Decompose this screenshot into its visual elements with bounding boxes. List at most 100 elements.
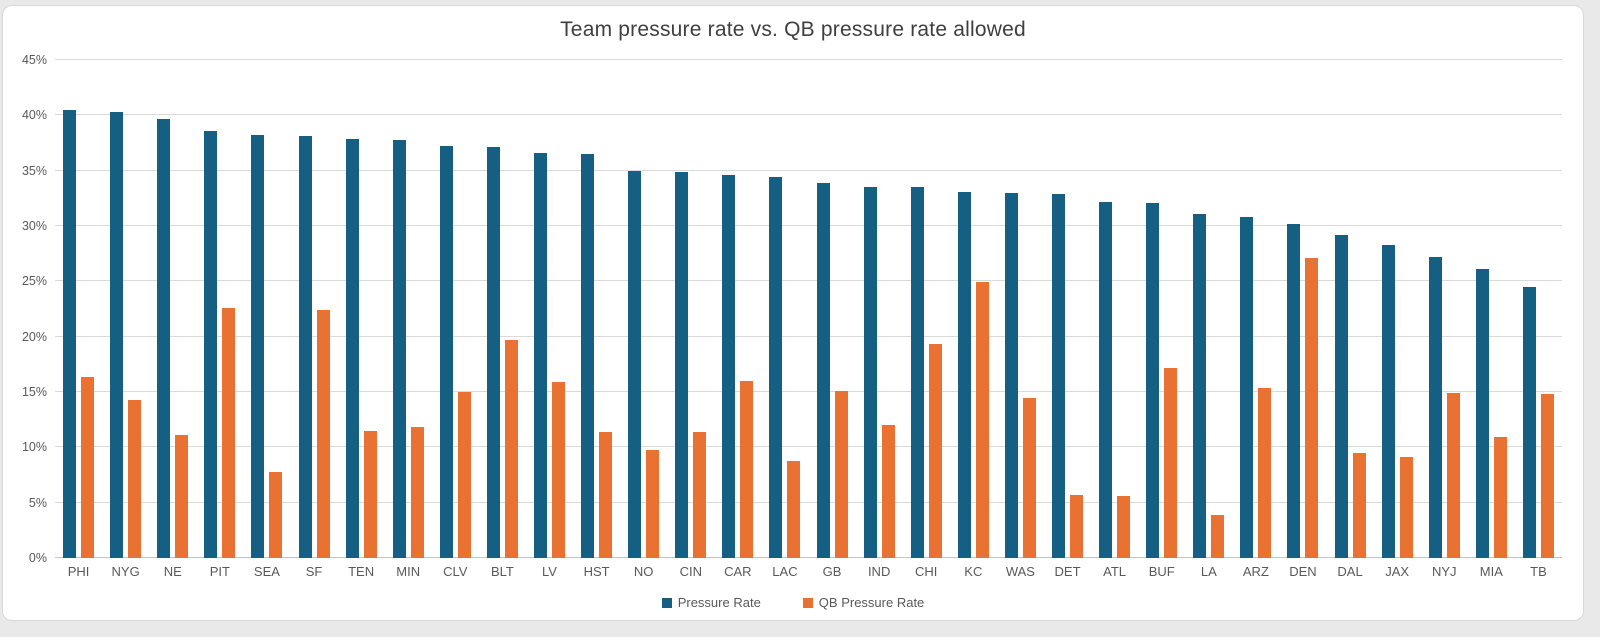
x-axis-label-kc: KC <box>964 564 983 579</box>
pressure-rate-bar <box>251 135 265 558</box>
bar-group-hst <box>573 60 620 558</box>
x-axis-label-arz: ARZ <box>1242 564 1269 579</box>
qb-pressure-rate-bar <box>646 449 660 558</box>
pressure-rate-bar <box>1334 234 1348 558</box>
bar-group-jax <box>1374 60 1421 558</box>
x-axis-label-nyj: NYJ <box>1431 564 1457 579</box>
chart-card: Team pressure rate vs. QB pressure rate … <box>2 5 1584 621</box>
bar-group-det <box>1044 60 1091 558</box>
qb-pressure-rate-bar <box>1117 496 1131 558</box>
qb-pressure-rate-bar <box>1352 452 1366 558</box>
x-axis-label-phi: PHI <box>67 564 90 579</box>
pressure-rate-bar <box>1193 213 1207 558</box>
gridline <box>55 225 1562 226</box>
x-axis-label-la: LA <box>1200 564 1217 579</box>
x-axis-label-det: DET <box>1054 564 1081 579</box>
bar-group-buf <box>1138 60 1185 558</box>
pressure-rate-bar <box>1475 269 1489 558</box>
y-axis-tick-label: 15% <box>21 385 47 399</box>
x-axis-label-gb: GB <box>822 564 842 579</box>
x-axis-label-den: DEN <box>1289 564 1317 579</box>
x-axis-label-hst: HST <box>583 564 610 579</box>
qb-pressure-rate-bar <box>693 431 707 558</box>
qb-pressure-rate-bar <box>410 427 424 558</box>
x-axis-label-ne: NE <box>163 564 182 579</box>
legend-item-pressure-rate: Pressure Rate <box>661 595 761 610</box>
y-axis-tick-label: 10% <box>21 440 47 455</box>
x-axis-label-clv: CLV <box>443 564 468 579</box>
pressure-rate-bar <box>204 130 218 558</box>
legend-item-qb-pressure-rate: QB Pressure Rate <box>802 595 925 610</box>
bar-group-arz <box>1232 60 1279 558</box>
y-axis-tick-label: 30% <box>21 219 47 233</box>
pressure-rate-bar <box>769 177 783 558</box>
qb-pressure-rate-bar <box>1164 367 1178 558</box>
x-axis-label-atl: ATL <box>1103 564 1127 579</box>
bar-group-min <box>385 60 432 558</box>
x-axis-label-dal: DAL <box>1337 564 1363 579</box>
qb-pressure-rate-bar <box>457 392 471 558</box>
pressure-rate-bar <box>816 182 830 558</box>
bar-group-car <box>714 60 761 558</box>
pressure-rate-bar <box>722 175 736 558</box>
x-axis-label-car: CAR <box>724 564 752 579</box>
x-axis-label-ten: TEN <box>348 564 375 579</box>
bar-group-nyj <box>1421 60 1468 558</box>
qb-pressure-rate-bar <box>551 382 565 558</box>
legend-swatch-pressure-rate <box>661 597 672 608</box>
bar-group-phi <box>55 60 102 558</box>
qb-pressure-rate-bar <box>599 431 613 558</box>
x-axis-label-no: NO <box>633 564 654 579</box>
y-axis-tick-label: 40% <box>21 108 47 123</box>
qb-pressure-rate-bar <box>1258 387 1272 558</box>
bar-group-la <box>1185 60 1232 558</box>
qb-pressure-rate-bar <box>740 380 754 558</box>
bar-group-sea <box>243 60 290 558</box>
bar-group-tb <box>1515 60 1562 558</box>
pressure-rate-bar <box>1428 257 1442 558</box>
qb-pressure-rate-bar <box>504 340 518 558</box>
bar-group-ten <box>338 60 385 558</box>
pressure-rate-bar <box>298 136 312 558</box>
pressure-rate-bar <box>392 139 406 558</box>
bar-group-atl <box>1091 60 1138 558</box>
pressure-rate-bar <box>675 171 689 558</box>
pressure-rate-bar <box>1004 192 1018 558</box>
bar-group-was <box>997 60 1044 558</box>
y-axis-tick-label: 5% <box>28 495 47 510</box>
gridline <box>55 335 1562 337</box>
qb-pressure-rate-bar <box>222 307 236 558</box>
legend: Pressure Rate QB Pressure Rate <box>3 595 1583 610</box>
pressure-rate-bar <box>533 152 547 558</box>
qb-pressure-rate-bar <box>1493 437 1507 558</box>
pressure-rate-bar <box>957 191 971 558</box>
legend-label-qb-pressure-rate: QB Pressure Rate <box>818 595 925 610</box>
pressure-rate-bar <box>486 147 500 558</box>
bar-group-gb <box>809 60 856 558</box>
gridline <box>55 280 1562 282</box>
qb-pressure-rate-bar <box>1399 457 1413 558</box>
bar-group-sf <box>290 60 337 558</box>
qb-pressure-rate-bar <box>316 310 330 558</box>
gridline <box>55 557 1562 558</box>
pressure-rate-bar <box>1146 202 1160 558</box>
qb-pressure-rate-bar <box>1070 494 1084 558</box>
qb-pressure-rate-bar <box>787 460 801 558</box>
pressure-rate-bar <box>110 112 124 558</box>
x-axis-label-tb: TB <box>1530 564 1547 579</box>
qb-pressure-rate-bar <box>175 435 189 558</box>
bar-group-blt <box>479 60 526 558</box>
pressure-rate-bar <box>863 187 877 558</box>
qb-pressure-rate-bar <box>1540 394 1554 558</box>
qb-pressure-rate-bar <box>363 430 377 558</box>
bar-group-ne <box>149 60 196 558</box>
bar-group-pit <box>196 60 243 558</box>
qb-pressure-rate-bar <box>1446 393 1460 558</box>
bar-group-lac <box>761 60 808 558</box>
gridline <box>55 391 1562 392</box>
legend-label-pressure-rate: Pressure Rate <box>677 595 761 610</box>
x-axis-label-was: WAS <box>1005 564 1035 579</box>
pressure-rate-bar <box>439 146 453 558</box>
x-axis-label-nyg: NYG <box>111 564 140 579</box>
y-axis-tick-label: 20% <box>21 329 47 344</box>
